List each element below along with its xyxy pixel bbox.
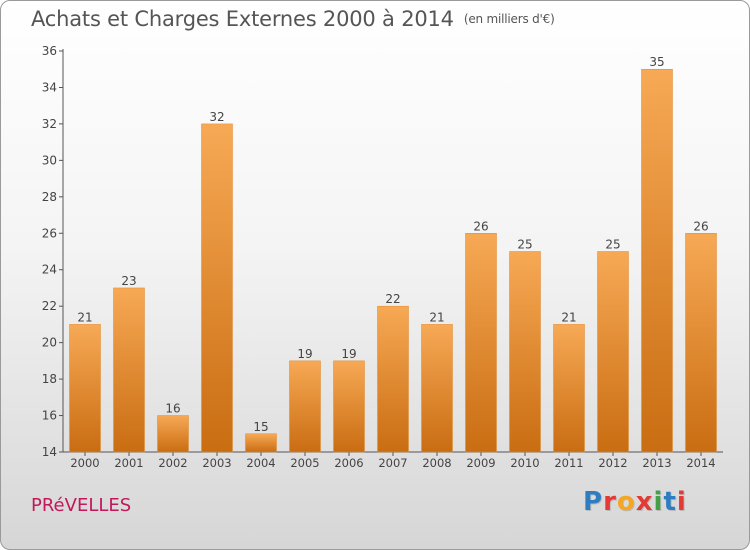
bar-value-label: 16 [165, 402, 180, 416]
x-tick-label: 2012 [598, 456, 627, 470]
logo-letter: o [616, 487, 636, 517]
x-tick-label: 2008 [422, 456, 451, 470]
bar-value-label: 25 [517, 238, 532, 252]
y-tick-label: 20 [42, 336, 57, 350]
unit-note: (en milliers d'€) [463, 12, 555, 26]
y-tick-label: 30 [42, 153, 57, 167]
y-tick-label: 16 [42, 409, 57, 423]
logo-letter: t [663, 487, 677, 517]
bar-value-label: 21 [429, 310, 444, 324]
bar-value-label: 32 [209, 110, 224, 124]
bar [245, 433, 277, 453]
bar-value-label: 23 [121, 274, 136, 288]
bar-value-label: 21 [561, 310, 576, 324]
logo-letter: x [635, 487, 654, 517]
y-axis: 14 16 18 20 22 24 26 28 30 32 34 36 [42, 44, 64, 459]
x-tick-label: 2011 [554, 456, 583, 470]
x-tick-label: 2001 [114, 456, 143, 470]
bar [553, 324, 585, 453]
x-tick-label: 2007 [378, 456, 407, 470]
x-axis: 2000 2001 2002 2003 2004 2005 2006 2007 2008 2009… [63, 451, 723, 470]
x-tick-label: 2009 [466, 456, 495, 470]
bar-value-label: 22 [385, 292, 400, 306]
bar [421, 324, 453, 453]
y-tick-label: 32 [42, 117, 57, 131]
proxiti-logo: Proxiti [583, 487, 687, 517]
bar [377, 305, 409, 453]
bars-group: 21 23 16 32 15 19 19 22 21 26 25 21 25 35 26 [69, 55, 717, 453]
bar [113, 287, 145, 453]
x-tick-label: 2002 [158, 456, 187, 470]
bar-value-label: 35 [649, 55, 664, 69]
y-tick-label: 14 [42, 445, 57, 459]
bar-value-label: 21 [77, 310, 92, 324]
logo-letter: i [676, 487, 687, 517]
bar-value-label: 19 [341, 347, 356, 361]
bar-value-label: 26 [693, 219, 708, 233]
bar [201, 123, 233, 453]
logo-letter: r [603, 487, 617, 517]
x-tick-label: 2013 [642, 456, 671, 470]
bar [333, 360, 365, 453]
commune-name: PRéVELLES [31, 495, 132, 516]
x-tick-label: 2006 [334, 456, 363, 470]
bar [509, 251, 541, 453]
bar [69, 324, 101, 453]
y-tick-label: 36 [42, 44, 57, 58]
x-tick-label: 2000 [70, 456, 99, 470]
y-tick-label: 22 [42, 299, 57, 313]
x-tick-label: 2004 [246, 456, 275, 470]
bar [685, 233, 717, 453]
x-tick-label: 2003 [202, 456, 231, 470]
x-tick-label: 2010 [510, 456, 539, 470]
bar-value-label: 19 [297, 347, 312, 361]
bar [465, 233, 497, 453]
logo-letter: i [653, 487, 664, 517]
chart-title-block: Achats et Charges Externes 2000 à 2014 (e… [31, 7, 555, 31]
logo-letter: P [583, 487, 604, 517]
bar [597, 251, 629, 453]
x-tick-label: 2014 [686, 456, 715, 470]
bar [641, 68, 673, 453]
bar-value-label: 26 [473, 219, 488, 233]
y-tick-label: 28 [42, 190, 57, 204]
x-tick-label: 2005 [290, 456, 319, 470]
chart-title: Achats et Charges Externes 2000 à 2014 [31, 7, 454, 31]
bar-value-label: 15 [253, 420, 268, 434]
y-tick-label: 24 [42, 263, 57, 277]
y-tick-label: 34 [42, 80, 57, 94]
y-tick-label: 18 [42, 372, 57, 386]
bar-value-label: 25 [605, 238, 620, 252]
bar [289, 360, 321, 453]
bar [157, 415, 189, 453]
y-tick-label: 26 [42, 226, 57, 240]
